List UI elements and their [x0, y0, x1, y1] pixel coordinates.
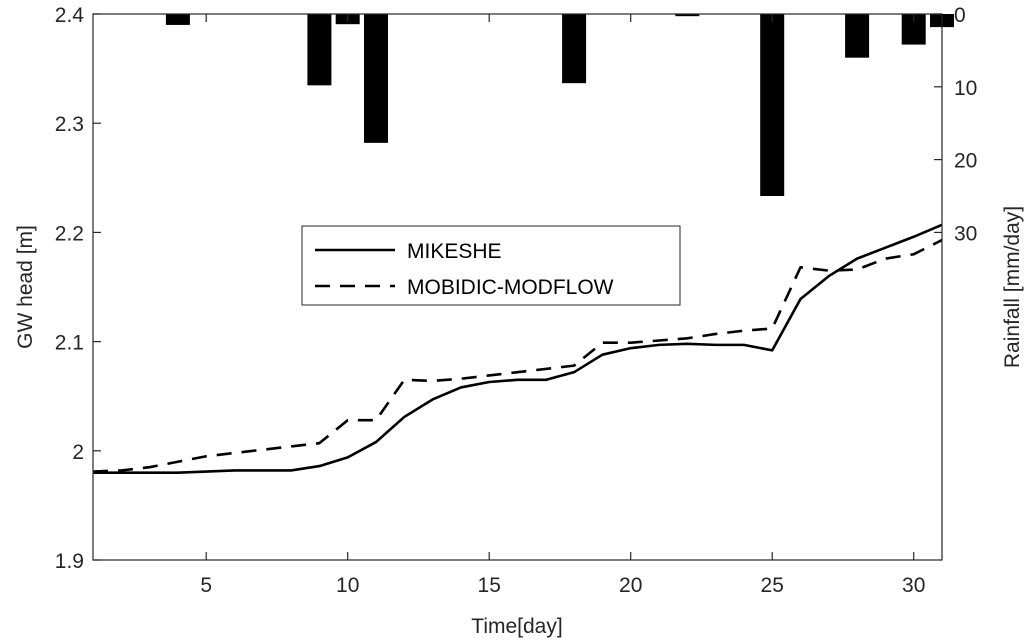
y-axis-right: 0 10 20 30 — [934, 4, 977, 245]
y-tick-label-4: 2.3 — [55, 113, 84, 136]
y-tick-label-1: 2 — [72, 441, 84, 464]
x-tick-label-25: 25 — [761, 574, 784, 597]
x-axis-title: Time[day] — [471, 615, 562, 638]
y-tick-label-2: 2.1 — [55, 332, 84, 355]
series-line-mikeshe — [93, 223, 943, 474]
plot-area-frame — [92, 13, 943, 561]
y2-tick-label-30: 30 — [954, 222, 977, 245]
x-tick-label-15: 15 — [478, 574, 501, 597]
y-axis-left: 1.9 2 2.1 2.2 2.3 2.4 — [55, 4, 101, 573]
series-line-mobidic-modflow — [92, 238, 943, 473]
x-tick-label-5: 5 — [200, 574, 212, 597]
x-tick-label-20: 20 — [619, 574, 642, 597]
x-tick-label-10: 10 — [336, 574, 359, 597]
y-tick-label-5: 2.4 — [55, 4, 85, 27]
x-tick-label-30: 30 — [902, 574, 925, 597]
legend-box — [301, 225, 681, 306]
legend-label-mikeshe: MIKESHE — [407, 240, 502, 263]
y-tick-label-3: 2.2 — [55, 222, 84, 245]
series-lines — [92, 223, 943, 474]
legend: MIKESHE MOBIDIC-MODFLOW — [301, 225, 681, 306]
rainfall-bar-day-9 — [307, 14, 332, 86]
y-tick-label-0: 1.9 — [55, 550, 84, 573]
rainfall-bar-day-11 — [364, 14, 388, 143]
y-axis-title: GW head [m] — [14, 225, 37, 349]
x-axis: 5 10 15 20 25 30 — [200, 14, 925, 597]
y2-tick-label-20: 20 — [954, 150, 977, 173]
y2-axis-title: Rainfall [mm/day] — [1001, 206, 1024, 368]
legend-label-mobidic-modflow: MOBIDIC-MODFLOW — [407, 276, 614, 299]
y2-tick-label-0: 0 — [954, 4, 966, 27]
rainfall-bar-day-28 — [845, 14, 870, 58]
rainfall-bars — [165, 14, 954, 196]
rainfall-bar-day-18 — [562, 14, 587, 84]
rainfall-bar-day-22 — [675, 14, 700, 17]
rainfall-bar-day-25 — [760, 14, 785, 196]
y2-tick-label-10: 10 — [954, 77, 977, 100]
rainfall-bar-day-4 — [165, 14, 190, 25]
